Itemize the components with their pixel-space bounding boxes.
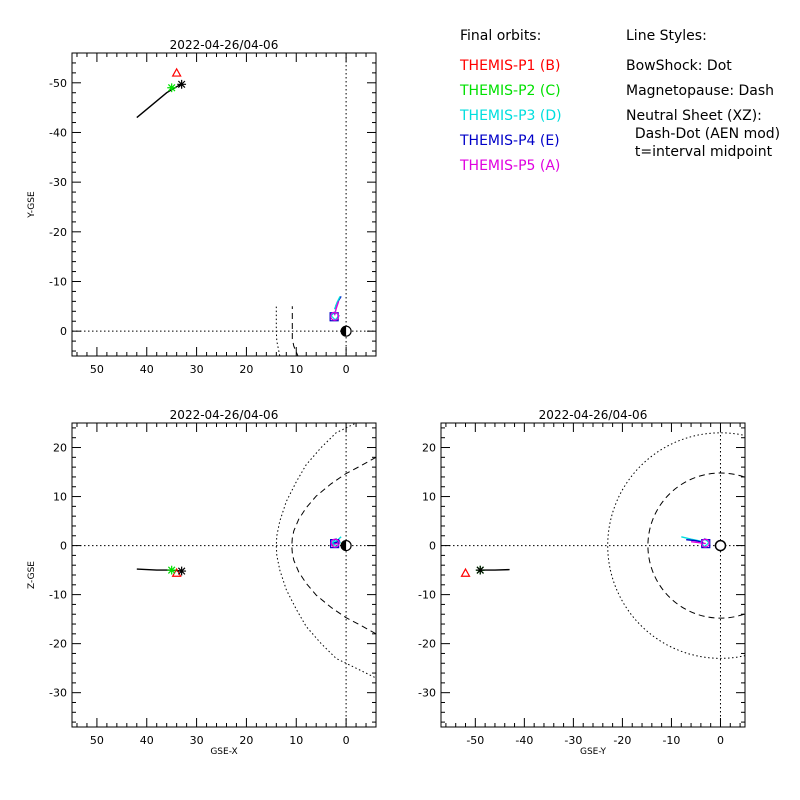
y-tick-label: -30 bbox=[49, 687, 67, 700]
plot-area bbox=[441, 423, 745, 727]
legend-probe-p4: THEMIS-P4 (E) bbox=[459, 133, 560, 149]
x-tick-label: 20 bbox=[239, 363, 253, 376]
magnetopause-curve bbox=[291, 456, 376, 635]
marker-track-end bbox=[475, 565, 485, 575]
earth-night-side bbox=[341, 326, 347, 337]
marker-track-end bbox=[177, 566, 187, 576]
x-tick-label: 10 bbox=[289, 734, 303, 747]
marker-p2 bbox=[167, 565, 177, 575]
legend-orbits-title: Final orbits: bbox=[460, 28, 541, 44]
x-tick-label: 50 bbox=[90, 734, 104, 747]
marker-track-end bbox=[177, 79, 187, 89]
marker-p1 bbox=[171, 67, 182, 77]
x-tick-label: 0 bbox=[343, 363, 350, 376]
y-tick-label: -40 bbox=[49, 126, 67, 139]
orbit-track bbox=[136, 83, 182, 119]
y-tick-label: 0 bbox=[60, 540, 67, 553]
panel-title: 2022-04-26/04-06 bbox=[170, 408, 279, 422]
marker-p2 bbox=[167, 83, 177, 93]
x-tick-label: 20 bbox=[239, 734, 253, 747]
earth-marker bbox=[714, 539, 727, 552]
legend-style-neutral-sheet-time: t=interval midpoint bbox=[626, 144, 773, 160]
magnetopause-curve bbox=[647, 472, 745, 619]
x-tick-label: -30 bbox=[564, 734, 582, 747]
x-tick-label: 10 bbox=[289, 363, 303, 376]
legend-probe-p3: THEMIS-P3 (D) bbox=[459, 108, 562, 124]
earth-night-side bbox=[341, 540, 347, 551]
y-tick-label: -10 bbox=[49, 275, 67, 288]
y-tick-label: 20 bbox=[422, 442, 436, 455]
plot-area bbox=[72, 423, 376, 727]
y-tick-label: -20 bbox=[418, 638, 436, 651]
y-tick-label: -20 bbox=[49, 638, 67, 651]
orbit-track bbox=[331, 542, 339, 546]
plot-frame bbox=[440, 422, 746, 728]
orbit-track bbox=[691, 541, 706, 545]
y-tick-label: -50 bbox=[49, 77, 67, 90]
x-tick-label: 30 bbox=[190, 363, 204, 376]
marker-p5 bbox=[330, 538, 340, 548]
bowshock-curve bbox=[607, 432, 745, 659]
orbit-track bbox=[333, 536, 342, 544]
orbit-track bbox=[480, 568, 510, 571]
y-tick-label: -10 bbox=[418, 589, 436, 602]
panel-xy-plane: 50 40 30 20 10 0 0 -10 -20 -30 -40 -50 2022-04-26/04… bbox=[27, 38, 377, 376]
y-tick-label: 10 bbox=[53, 491, 67, 504]
x-tick-label: -20 bbox=[613, 734, 631, 747]
y-tick-label: -30 bbox=[418, 687, 436, 700]
x-tick-label: 0 bbox=[343, 734, 350, 747]
magnetopause-curve bbox=[291, 306, 299, 356]
bowshock-curve bbox=[275, 306, 281, 356]
panel-xz-plane: 50 40 30 20 10 0 20 10 0 -10 -20 -30 2022-04-26/04-0… bbox=[27, 408, 377, 757]
x-tick-label: 0 bbox=[717, 734, 724, 747]
legend-probe-p1: THEMIS-P1 (B) bbox=[459, 58, 560, 74]
legend-style-neutral-sheet: Neutral Sheet (XZ): bbox=[626, 108, 762, 124]
panel-yz-plane: -50 -40 -30 -20 -10 0 20 10 0 -10 -20 -30 2022-04-26… bbox=[418, 408, 746, 757]
x-tick-label: -40 bbox=[515, 734, 533, 747]
legend: Final orbits: THEMIS-P1 (B) THEMIS-P2 (C… bbox=[459, 28, 780, 174]
marker-p1 bbox=[460, 567, 471, 577]
y-tick-label: -20 bbox=[49, 226, 67, 239]
x-tick-label: 50 bbox=[90, 363, 104, 376]
y-tick-label: -30 bbox=[49, 176, 67, 189]
legend-style-neutral-sheet-mod: Dash-Dot (AEN mod) bbox=[626, 126, 780, 142]
marker-p5 bbox=[700, 538, 710, 548]
y-tick-label: 0 bbox=[429, 540, 436, 553]
y-tick-label: 20 bbox=[53, 442, 67, 455]
legend-probe-p2: THEMIS-P2 (C) bbox=[459, 83, 561, 99]
x-tick-label: 40 bbox=[140, 363, 154, 376]
x-tick-label: -50 bbox=[466, 734, 484, 747]
orbit-track bbox=[136, 568, 182, 572]
y-tick-label: 0 bbox=[60, 325, 67, 338]
x-tick-label: -10 bbox=[662, 734, 680, 747]
x-axis-label: GSE-X bbox=[210, 747, 237, 757]
legend-styles-title: Line Styles: bbox=[626, 28, 707, 44]
y-tick-label: 10 bbox=[422, 491, 436, 504]
legend-style-bowshock: BowShock: Dot bbox=[626, 58, 732, 74]
plot-frame bbox=[71, 52, 377, 357]
legend-style-magnetopause: Magnetopause: Dash bbox=[626, 83, 774, 99]
plot-frame bbox=[71, 422, 377, 728]
bowshock-curve bbox=[275, 423, 376, 679]
orbit-track bbox=[333, 296, 341, 310]
y-tick-label: -10 bbox=[49, 589, 67, 602]
y-axis-label: Z-GSE bbox=[27, 561, 37, 589]
panel-title: 2022-04-26/04-06 bbox=[170, 38, 279, 52]
panel-title: 2022-04-26/04-06 bbox=[539, 408, 648, 422]
marker-p5 bbox=[330, 311, 340, 321]
x-tick-label: 40 bbox=[140, 734, 154, 747]
plot-area bbox=[72, 53, 376, 356]
legend-probe-p5: THEMIS-P5 (A) bbox=[459, 158, 560, 174]
x-tick-label: 30 bbox=[190, 734, 204, 747]
x-axis-label: GSE-Y bbox=[580, 747, 607, 757]
y-axis-label: Y-GSE bbox=[27, 191, 37, 219]
